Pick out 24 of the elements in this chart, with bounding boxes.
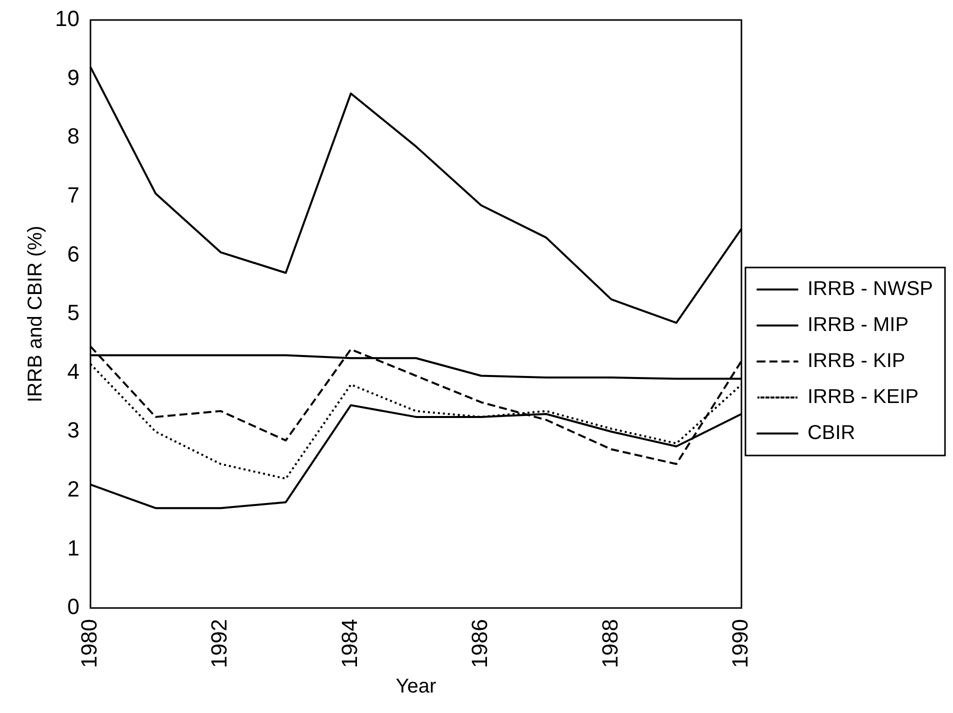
y-axis-title: IRRB and CBIR (%): [24, 226, 47, 402]
x-tick-label: 1988: [597, 619, 622, 668]
y-tick-label: 2: [67, 476, 80, 502]
x-tick-label: 1980: [76, 619, 102, 668]
y-tick-label: 1: [67, 535, 80, 560]
y-tick-label: 5: [67, 300, 80, 326]
y-tick-label: 9: [67, 64, 80, 90]
legend-label: IRRB - KEIP: [807, 386, 919, 408]
y-tick-label: 3: [67, 418, 80, 443]
legend-label: IRRB - KIP: [807, 350, 906, 372]
y-tick-label: 0: [67, 594, 80, 620]
x-tick-label: 1984: [336, 619, 362, 668]
x-tick-label: 1990: [728, 619, 753, 668]
y-tick-label: 10: [54, 6, 80, 32]
legend-label: IRRB - MIP: [807, 314, 909, 336]
x-tick-label: 1986: [467, 619, 492, 668]
y-tick-label: 8: [67, 124, 80, 149]
x-tick-label: 1992: [206, 619, 232, 668]
y-tick-label: 7: [67, 182, 80, 208]
y-tick-label: 6: [67, 241, 80, 266]
legend-label: IRRB - NWSP: [807, 278, 934, 300]
y-tick-label: 4: [67, 358, 80, 384]
x-axis-title: Year: [396, 676, 436, 698]
legend-label: CBIR: [807, 422, 856, 444]
